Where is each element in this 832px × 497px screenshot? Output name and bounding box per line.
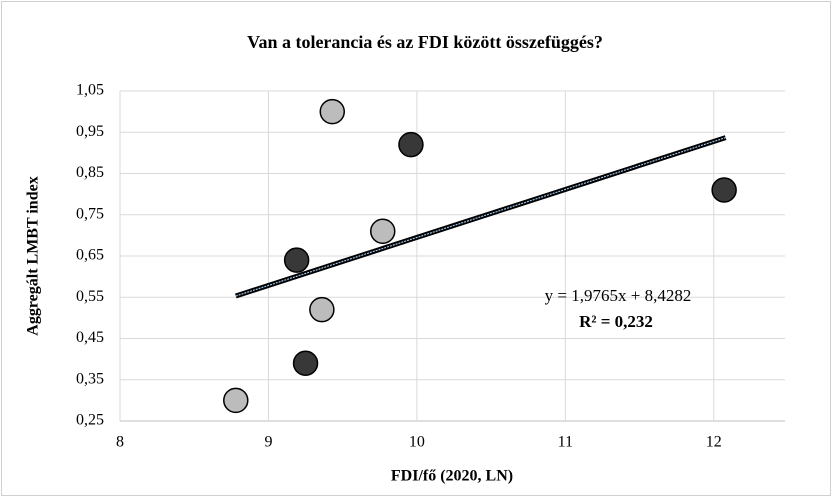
point [711, 177, 737, 203]
x-tick-label: 9 [264, 434, 272, 451]
y-tick-label: 0,35 [76, 370, 104, 387]
r-squared: R² = 0,232 [579, 312, 653, 331]
x-tick-label: 11 [558, 434, 573, 451]
y-axis-label: Aggregált LMBT index [25, 176, 42, 335]
point [223, 387, 249, 414]
trend-equation: y = 1,9765x + 8,4282 [545, 286, 692, 305]
y-tick-label: 0,85 [76, 164, 104, 181]
y-tick-label: 0,75 [76, 205, 104, 222]
x-tick-label: 12 [706, 434, 722, 451]
y-tick-label: 0,55 [76, 288, 104, 305]
y-tick-label: 0,95 [76, 123, 104, 140]
y-tick-label: 0,65 [76, 247, 104, 264]
chart-title: Van a tolerancia és az FDI között összef… [247, 32, 603, 52]
point [309, 296, 335, 323]
y-tick-label: 1,05 [76, 82, 104, 99]
y-tick-label: 0,25 [76, 412, 104, 429]
trendline-inner [235, 137, 726, 297]
point [292, 350, 319, 376]
x-tick-label: 10 [409, 434, 425, 451]
x-axis-label: FDI/fő (2020, LN) [391, 468, 513, 485]
y-tick-label: 0,45 [76, 329, 104, 346]
point [398, 131, 424, 158]
grid: 0,25 0,35 0,45 0,55 0,65 0,75 0,85 0,95 1,05 8 9 10… [76, 82, 785, 451]
point [283, 247, 310, 273]
x-tick-label: 8 [116, 434, 124, 451]
point [319, 98, 346, 125]
marks [223, 98, 737, 414]
point [369, 218, 396, 244]
